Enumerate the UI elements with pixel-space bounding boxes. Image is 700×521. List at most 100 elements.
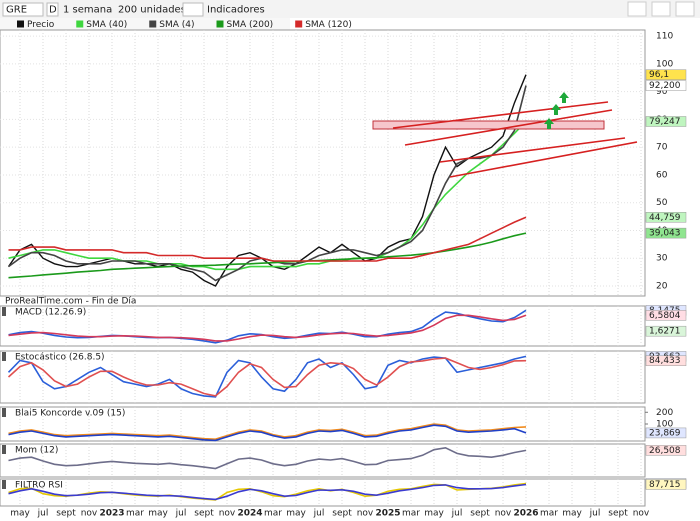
x-tick-label: nov	[81, 509, 98, 519]
price-label: 44,759	[649, 213, 681, 223]
x-tick-label: 2025	[375, 509, 400, 519]
price-label-box	[645, 479, 687, 490]
price-label: 39,043	[649, 229, 681, 239]
panel: Estocástico (26.8.5)93,66284,433	[0, 350, 687, 404]
price-label-box	[645, 355, 687, 366]
series-line	[8, 216, 527, 262]
x-tick-label: jul	[451, 509, 463, 519]
series-line	[8, 120, 527, 271]
x-tick-label: sept	[608, 509, 628, 519]
price-label: 6,5804	[649, 311, 681, 321]
units[interactable]: 200 unidades	[118, 5, 186, 16]
x-tick-label: nov	[495, 509, 512, 519]
mode[interactable]: D	[49, 5, 57, 16]
price-label: 84,433	[649, 356, 681, 366]
x-tick-label: sept	[56, 509, 76, 519]
price-label-box	[645, 227, 687, 239]
tool-button[interactable]	[627, 1, 647, 17]
indicators[interactable]: Indicadores	[207, 5, 265, 16]
symbol[interactable]: GRE	[6, 5, 27, 16]
price-label: 23,869	[649, 428, 681, 438]
toolbar	[0, 0, 700, 18]
x-tick-label: may	[148, 509, 168, 519]
x-tick-label: 2023	[99, 509, 124, 519]
price-label-box	[645, 427, 687, 439]
tool-button[interactable]	[675, 1, 695, 17]
panels: 203040506070809010011096,192,20079,24744…	[0, 29, 687, 507]
y-tick-label: 60	[656, 170, 668, 180]
symbol-box[interactable]	[2, 2, 44, 17]
panel: FILTRO RSI91,64887,715	[0, 478, 687, 507]
price-label-box	[645, 69, 687, 80]
x-tick-label: jul	[37, 509, 49, 519]
series-line	[8, 483, 527, 501]
y-tick-label: 30	[656, 254, 668, 264]
x-tick-label: mar	[540, 509, 558, 519]
x-tick-label: may	[286, 509, 306, 519]
legend-label: SMA (200)	[227, 20, 274, 30]
x-tick-label: mar	[402, 509, 420, 519]
x-tick-label: jul	[589, 509, 601, 519]
panel: Mom (12) 26,508	[0, 443, 687, 478]
footer: ProRealTime.com - Fin de Día	[5, 297, 136, 307]
price-label: 79,247	[649, 117, 681, 127]
price-label-box	[645, 310, 687, 321]
tool-button[interactable]	[651, 1, 671, 17]
y-tick-label: 110	[656, 32, 673, 42]
series-line	[8, 423, 527, 441]
series-line	[8, 314, 527, 342]
panel-title: MACD (12.26.9)	[15, 308, 86, 318]
mode-box[interactable]	[46, 2, 59, 17]
x-tick-label: 2024	[237, 509, 262, 519]
y-tick-label: 50	[656, 198, 668, 208]
x-tick-label: sept	[470, 509, 490, 519]
price-label-box	[645, 80, 687, 91]
resistance-zone	[372, 120, 605, 130]
price-label-box	[645, 116, 687, 127]
price-label-box	[645, 212, 687, 223]
legend-swatch	[17, 20, 24, 28]
indicators-icon[interactable]	[182, 2, 204, 17]
x-tick-label: sept	[332, 509, 352, 519]
arrow-up	[544, 118, 554, 129]
channel-line	[449, 141, 638, 178]
channel-line	[439, 137, 626, 163]
price-label: 26,508	[649, 446, 681, 456]
x-tick-label: nov	[633, 509, 650, 519]
drawings	[372, 92, 638, 178]
panel-title-bg	[2, 445, 6, 454]
series-line	[7, 357, 527, 397]
x-tick-label: may	[424, 509, 444, 519]
panel-title-bg	[2, 352, 6, 361]
price-label-box	[645, 445, 687, 456]
panel-title: Estocástico (26.8.5)	[15, 353, 105, 363]
arrow-up	[559, 92, 569, 103]
channel-line	[392, 101, 609, 129]
legend-label: SMA (120)	[305, 20, 352, 30]
legend-label: SMA (40)	[86, 20, 127, 30]
panel-title-bg	[2, 408, 6, 417]
panel-title: Blai5 Koncorde v.09 (15)	[15, 409, 125, 419]
y-tick-label: 20	[656, 282, 668, 292]
series-line	[8, 424, 527, 442]
period[interactable]: 1 semana	[63, 5, 112, 16]
price-label: 1,6271	[649, 327, 681, 337]
legend-swatch	[76, 20, 84, 28]
x-tick-label: 2026	[513, 509, 538, 519]
x-tick-label: may	[562, 509, 582, 519]
x-tick-label: nov	[219, 509, 236, 519]
legend: Precio SMA (40) SMA (4) SMA (200) SMA (120)	[0, 18, 352, 30]
price-label: 96,1	[649, 70, 669, 80]
panel-title: FILTRO RSI	[15, 481, 63, 491]
x-tick-label: nov	[357, 509, 374, 519]
channel-line	[404, 109, 613, 146]
panel-title-bg	[2, 307, 6, 316]
y-tick-label: 200	[656, 408, 673, 418]
x-tick-label: may	[10, 509, 30, 519]
x-tick-label: jul	[175, 509, 187, 519]
y-tick-label: 90	[656, 87, 668, 97]
x-tick-label: sept	[194, 509, 214, 519]
legend-label: SMA (4)	[159, 20, 194, 30]
